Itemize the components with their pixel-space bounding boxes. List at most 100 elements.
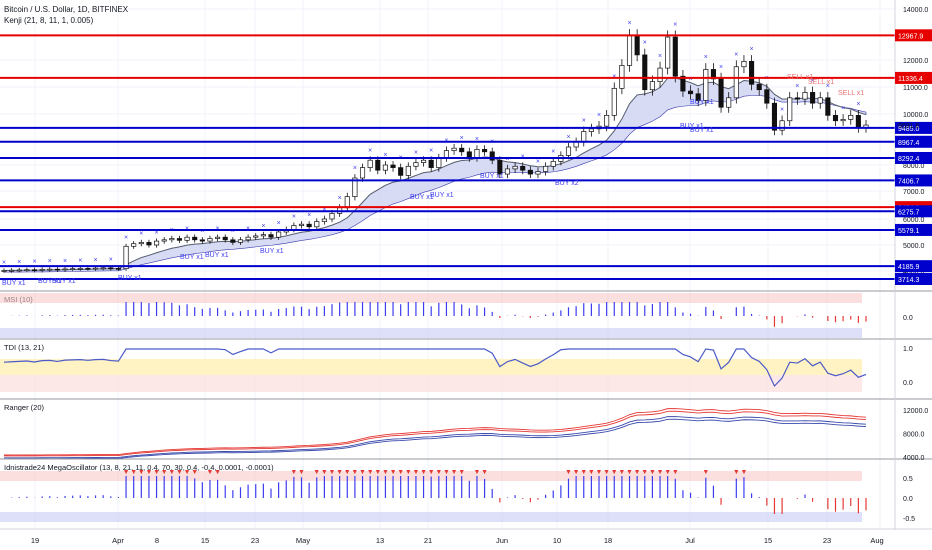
price-tick-label: 11000.0 — [903, 85, 928, 92]
signal-cross-marker: × — [582, 118, 586, 125]
candle-body — [77, 268, 83, 270]
mega-sell-marker: ▼ — [123, 469, 130, 476]
support-level-tag — [895, 205, 932, 218]
candle-body — [237, 239, 244, 243]
signal-cross-marker: × — [704, 54, 708, 61]
support-level-tag — [895, 151, 932, 164]
candle-body — [626, 35, 633, 66]
candle-body — [588, 128, 594, 132]
mega-sell-marker: ▼ — [138, 469, 145, 476]
candle-body — [314, 221, 320, 228]
candle-body — [604, 114, 610, 127]
candle-body — [749, 60, 755, 85]
signal-cross-marker: × — [231, 228, 235, 235]
signal-cross-marker: × — [734, 51, 738, 58]
candle-body — [260, 234, 266, 237]
price-pane[interactable]: × × × × × × × × × × × × × × × × × × × × × × × × × × × × × × × × × × × × × × × ×… — [0, 0, 895, 528]
candle-body — [665, 36, 671, 69]
candle-body — [428, 159, 434, 168]
support-level-tag — [895, 223, 932, 236]
indicator-title[interactable]: Kenji (21, 8, 11, 1, 0.005) — [4, 16, 94, 25]
candle-body — [634, 35, 640, 56]
candle-body — [253, 235, 259, 238]
candle-body — [680, 75, 686, 92]
last-price-label: 9591.6 — [898, 123, 920, 130]
price-tick-label: 4000.0 — [903, 269, 925, 276]
tdi-pane: TDI (13, 21) — [0, 343, 867, 392]
candle-body — [359, 167, 366, 179]
signal-cross-marker: × — [2, 259, 6, 266]
mega-sell-marker: ▼ — [733, 469, 740, 476]
support-level-tag — [895, 174, 932, 187]
signal-cross-marker: × — [689, 76, 693, 83]
candle-body — [497, 159, 503, 175]
candle-body — [31, 269, 38, 272]
panel-title: TDI (13, 21) — [4, 343, 45, 352]
candle-body — [443, 150, 449, 159]
candle-body — [565, 146, 572, 156]
candle-body — [687, 90, 694, 95]
msi-lower-zone — [0, 328, 862, 338]
chart-header: Bitcoin / U.S. Dollar, 1D, BITFINEX Kenj… — [4, 4, 129, 26]
ranger-pane: Ranger (20) — [3, 403, 867, 460]
candle-body — [245, 236, 251, 241]
mega-sell-marker: ▼ — [634, 469, 641, 476]
panel-title: Ranger (20) — [4, 403, 45, 412]
mega-sell-marker: ▼ — [740, 469, 747, 476]
buy-signal-label: BUY x2 — [555, 180, 579, 187]
candle-body — [649, 81, 655, 91]
support-level-tag — [895, 121, 932, 134]
msi-tick-label: 0.0 — [903, 315, 913, 322]
mega-sell-marker: ▼ — [397, 469, 404, 476]
candle-body — [779, 120, 785, 131]
time-tick-label: 15 — [201, 536, 209, 545]
ranger-band-line — [3, 418, 867, 460]
candle-body — [733, 66, 739, 99]
msi-pane: MSI (10) — [0, 293, 867, 338]
candle-body — [1, 270, 7, 272]
mega-sell-marker: ▼ — [603, 469, 610, 476]
price-tick-label: 10000.0 — [903, 112, 928, 119]
mega-sell-marker: ▼ — [290, 469, 297, 476]
candle-body — [672, 36, 678, 77]
candle-body — [54, 268, 60, 271]
candle-body — [764, 89, 770, 104]
signal-cross-marker: × — [200, 228, 204, 235]
tdi-mid-zone — [0, 359, 862, 375]
time-tick-label: 19 — [31, 536, 39, 545]
buy-signal-label: BUY x1 — [680, 123, 704, 130]
time-tick-label: Jun — [496, 536, 508, 545]
signal-cross-marker: × — [78, 257, 82, 264]
signal-cross-marker: × — [48, 258, 52, 265]
signal-cross-marker: × — [109, 257, 113, 264]
signal-cross-marker: × — [414, 150, 418, 157]
mega-sell-marker: ▼ — [336, 469, 343, 476]
time-tick-label: 13 — [376, 536, 384, 545]
candle-body — [9, 269, 15, 272]
signal-cross-marker: × — [551, 148, 555, 155]
mega-sell-marker: ▼ — [420, 469, 427, 476]
signal-cross-marker: × — [475, 136, 479, 143]
candle-body — [474, 149, 480, 159]
mega-sell-marker: ▼ — [481, 469, 488, 476]
candle-body — [85, 268, 91, 270]
candle-body — [222, 236, 228, 241]
resistance-level-label: 11336.4 — [898, 76, 923, 83]
time-tick-label: Jul — [685, 536, 695, 545]
support-level-tag — [895, 135, 932, 148]
sell-signal-label: SELL x1 — [838, 90, 864, 97]
candle-body — [741, 60, 747, 68]
symbol-title[interactable]: Bitcoin / U.S. Dollar, 1D, BITFINEX — [4, 5, 129, 14]
candle-body — [276, 231, 282, 238]
candle-body — [192, 236, 198, 241]
signal-cross-marker: × — [307, 212, 311, 219]
sell-signal-label: SELL x1 — [787, 74, 813, 81]
candle-body — [855, 114, 861, 128]
resistance-level-tag — [895, 71, 932, 84]
mega-sell-marker: ▼ — [206, 469, 213, 476]
candle-body — [573, 141, 579, 148]
signal-cross-marker: × — [750, 46, 754, 53]
candle-body — [16, 269, 22, 272]
candle-body — [405, 165, 411, 176]
